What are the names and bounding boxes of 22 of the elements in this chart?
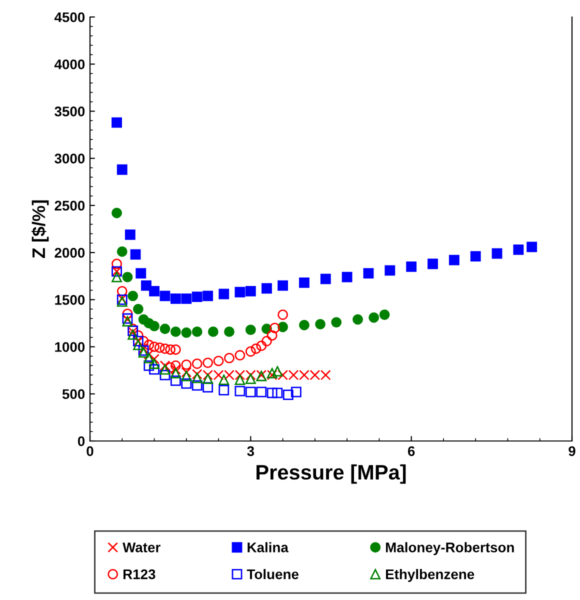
x-tick-label: 0 [86, 446, 94, 456]
y-tick-label: 2000 [54, 248, 85, 258]
x-axis-title: Pressure [MPa] [256, 464, 406, 484]
legend-label: Kalina [248, 542, 289, 552]
legend-label: R123 [123, 569, 156, 580]
legend-label: Toluene [246, 568, 298, 580]
x-tick-label: 9 [568, 446, 576, 456]
y-tick-label: 3500 [54, 106, 85, 116]
x-tick-label: 3 [247, 446, 254, 456]
y-tick-label: 2500 [54, 200, 85, 211]
y-tick-label: 4000 [54, 59, 85, 70]
y-tick-label: 4500 [54, 12, 85, 22]
legend-label: Maloney-Robertson [386, 542, 514, 556]
y-tick-label: 3000 [54, 154, 85, 164]
x-tick-label: 6 [408, 446, 415, 456]
legend-label: Water [122, 542, 160, 552]
y-tick-label: 1000 [55, 342, 85, 352]
y-tick-label: 0 [78, 436, 85, 446]
y-tick-label: 500 [62, 389, 85, 400]
legend-label: Ethylbenzene [386, 568, 474, 582]
y-axis-title: Z [$/%] [32, 200, 49, 258]
y-tick-label: 1500 [55, 295, 85, 305]
